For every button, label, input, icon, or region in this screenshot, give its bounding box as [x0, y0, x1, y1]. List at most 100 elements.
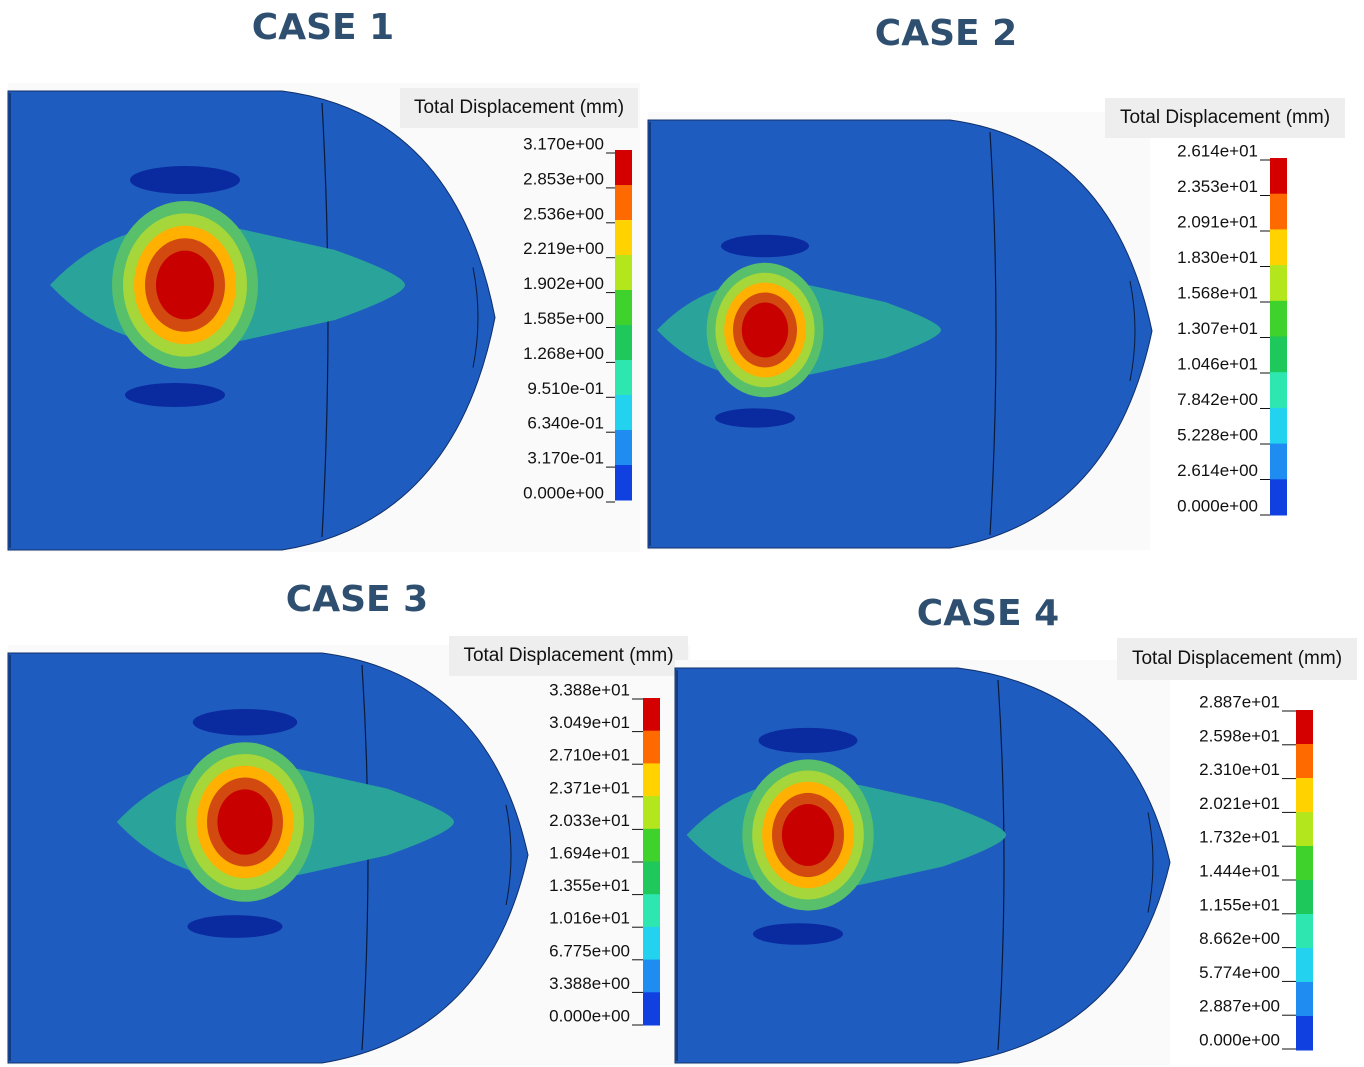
legend-label: 2.021e+01: [1199, 794, 1280, 813]
colorbar-bin: [1270, 158, 1287, 194]
case-title: CASE 2: [875, 13, 1017, 54]
legend-label: 0.000e+00: [523, 483, 604, 502]
legend-label: 2.033e+01: [549, 811, 630, 830]
legend-label: 2.614e+00: [1177, 461, 1258, 480]
colorbar-bin: [1270, 479, 1287, 515]
legend-label: 0.000e+00: [1177, 496, 1258, 515]
legend-label: 2.853e+00: [523, 169, 604, 188]
legend-label: 1.268e+00: [523, 344, 604, 363]
legend-title: Total Displacement (mm): [1120, 107, 1330, 128]
legend-label: 1.016e+01: [549, 909, 630, 928]
legend-label: 1.355e+01: [549, 876, 630, 895]
colorbar-bin: [1296, 948, 1313, 983]
colorbar-bin: [1296, 1016, 1313, 1051]
contour: [217, 789, 272, 854]
panel: CASE 4 Total Displacement (mm) 2.887e+01 2.…: [675, 593, 1357, 1065]
colorbar-bin: [615, 430, 632, 466]
legend-label: 3.170e-01: [527, 449, 604, 468]
colorbar-bin: [1270, 229, 1287, 265]
case-title: CASE 4: [917, 593, 1059, 634]
colorbar-bin: [1296, 880, 1313, 915]
legend-label: 2.887e+00: [1199, 997, 1280, 1016]
legend-label: 1.830e+01: [1177, 248, 1258, 267]
legend-label: 2.598e+01: [1199, 726, 1280, 745]
colorbar-bin: [643, 927, 660, 960]
legend-label: 1.444e+01: [1199, 861, 1280, 880]
contour: [782, 804, 834, 866]
legend-label: 2.614e+01: [1177, 141, 1258, 160]
colorbar-bin: [615, 465, 632, 501]
colorbar-bin: [1270, 301, 1287, 337]
colorbar-bin: [1270, 265, 1287, 301]
colorbar-bin: [1270, 408, 1287, 444]
colorbar-bin: [615, 220, 632, 256]
legend-title: Total Displacement (mm): [463, 645, 673, 666]
colorbar-bin: [615, 255, 632, 291]
legend-label: 1.902e+00: [523, 274, 604, 293]
contour: [156, 251, 214, 320]
colorbar-bin: [1296, 710, 1313, 745]
dark-patch: [753, 923, 843, 945]
colorbar-bin: [643, 992, 660, 1025]
colorbar-bin: [1296, 846, 1313, 881]
panel: CASE 3 Total Displacement (mm) 3.388e+01 3.…: [8, 579, 690, 1065]
legend-label: 1.694e+01: [549, 843, 630, 862]
case-title: CASE 1: [252, 7, 394, 48]
legend-label: 0.000e+00: [549, 1006, 630, 1025]
case-title: CASE 3: [286, 579, 428, 620]
legend-label: 6.775e+00: [549, 941, 630, 960]
legend-label: 3.170e+00: [523, 134, 604, 153]
colorbar-bin: [1296, 914, 1313, 949]
legend-label: 2.887e+01: [1199, 692, 1280, 711]
legend-label: 1.568e+01: [1177, 283, 1258, 302]
legend-label: 5.774e+00: [1199, 963, 1280, 982]
colorbar-bin: [643, 960, 660, 993]
colorbar-bin: [1296, 982, 1313, 1017]
colorbar-bin: [643, 829, 660, 862]
legend-label: 9.510e-01: [527, 379, 604, 398]
colorbar-bin: [1270, 372, 1287, 408]
legend-label: 2.353e+01: [1177, 177, 1258, 196]
colorbar-bin: [615, 185, 632, 221]
legend-label: 3.388e+00: [549, 974, 630, 993]
dark-patch: [193, 709, 298, 736]
legend-label: 1.155e+01: [1199, 895, 1280, 914]
legend-label: 2.536e+00: [523, 204, 604, 223]
figure: CASE 1 Total Displacement (mm) 3.170e+00 2.…: [0, 0, 1364, 1067]
colorbar-bin: [1296, 778, 1313, 813]
colorbar-bin: [643, 862, 660, 895]
legend-label: 1.585e+00: [523, 309, 604, 328]
colorbar-bin: [643, 763, 660, 796]
legend-label: 2.371e+01: [549, 778, 630, 797]
panel: CASE 1 Total Displacement (mm) 3.170e+00 2.…: [8, 7, 640, 552]
legend-title: Total Displacement (mm): [1132, 648, 1342, 669]
legend-title: Total Displacement (mm): [414, 97, 624, 118]
dark-patch: [130, 166, 240, 194]
legend-label: 7.842e+00: [1177, 390, 1258, 409]
legend-label: 3.049e+01: [549, 713, 630, 732]
colorbar-bin: [1270, 444, 1287, 480]
legend-label: 6.340e-01: [527, 414, 604, 433]
colorbar-bin: [643, 894, 660, 927]
legend-label: 2.219e+00: [523, 239, 604, 258]
legend-label: 2.710e+01: [549, 746, 630, 765]
legend-label: 0.000e+00: [1199, 1030, 1280, 1049]
colorbar-bin: [1270, 194, 1287, 230]
colorbar-bin: [643, 796, 660, 829]
colorbar-bin: [615, 150, 632, 186]
legend-label: 2.091e+01: [1177, 212, 1258, 231]
legend-label: 1.732e+01: [1199, 828, 1280, 847]
colorbar-bin: [1270, 337, 1287, 373]
legend-label: 8.662e+00: [1199, 929, 1280, 948]
contour: [742, 302, 788, 357]
colorbar-bin: [615, 360, 632, 396]
legend-label: 2.310e+01: [1199, 760, 1280, 779]
legend-label: 3.388e+01: [549, 680, 630, 699]
dark-patch: [715, 408, 795, 427]
colorbar-bin: [1296, 812, 1313, 847]
dark-patch: [759, 728, 858, 753]
legend-label: 1.046e+01: [1177, 354, 1258, 373]
legend-label: 1.307e+01: [1177, 319, 1258, 338]
colorbar-bin: [615, 325, 632, 361]
panel: CASE 2 Total Displacement (mm) 2.614e+01 2.…: [648, 13, 1345, 550]
